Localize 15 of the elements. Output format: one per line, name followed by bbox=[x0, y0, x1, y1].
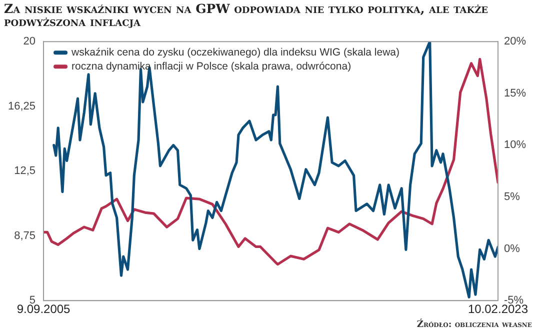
chart-title: Za niskie wskaźniki wycen na GPW odpowiada nie tylko polityka, ale także podwyższona inflacja bbox=[4, 1, 490, 29]
y2-tick-label: 20% bbox=[504, 36, 526, 48]
x-tick-label: 10.02.2023 bbox=[468, 302, 528, 316]
y2-tick-label: 0% bbox=[504, 242, 520, 255]
text: Źródło: obliczenia własne bbox=[416, 320, 532, 330]
y-tick-label: 20 bbox=[23, 36, 36, 48]
y2-tick-label: 5% bbox=[504, 191, 520, 204]
y2-tick-label: 15% bbox=[504, 87, 526, 100]
legend-label: wskaźnik cena do zysku (oczekiwanego) dla indeksu WIG (skala lewa) bbox=[70, 46, 400, 58]
y-tick-label: 12,5 bbox=[14, 165, 36, 178]
y2-tick-label: 10% bbox=[504, 139, 526, 152]
legend-label: roczna dynamika inflacji w Polsce (skala prawa, odwrócona) bbox=[72, 60, 352, 72]
y-tick-label: 8,75 bbox=[14, 230, 36, 242]
y-tick-label: 16,25 bbox=[8, 100, 36, 112]
x-tick-label: 9.09.2005 bbox=[16, 302, 71, 316]
